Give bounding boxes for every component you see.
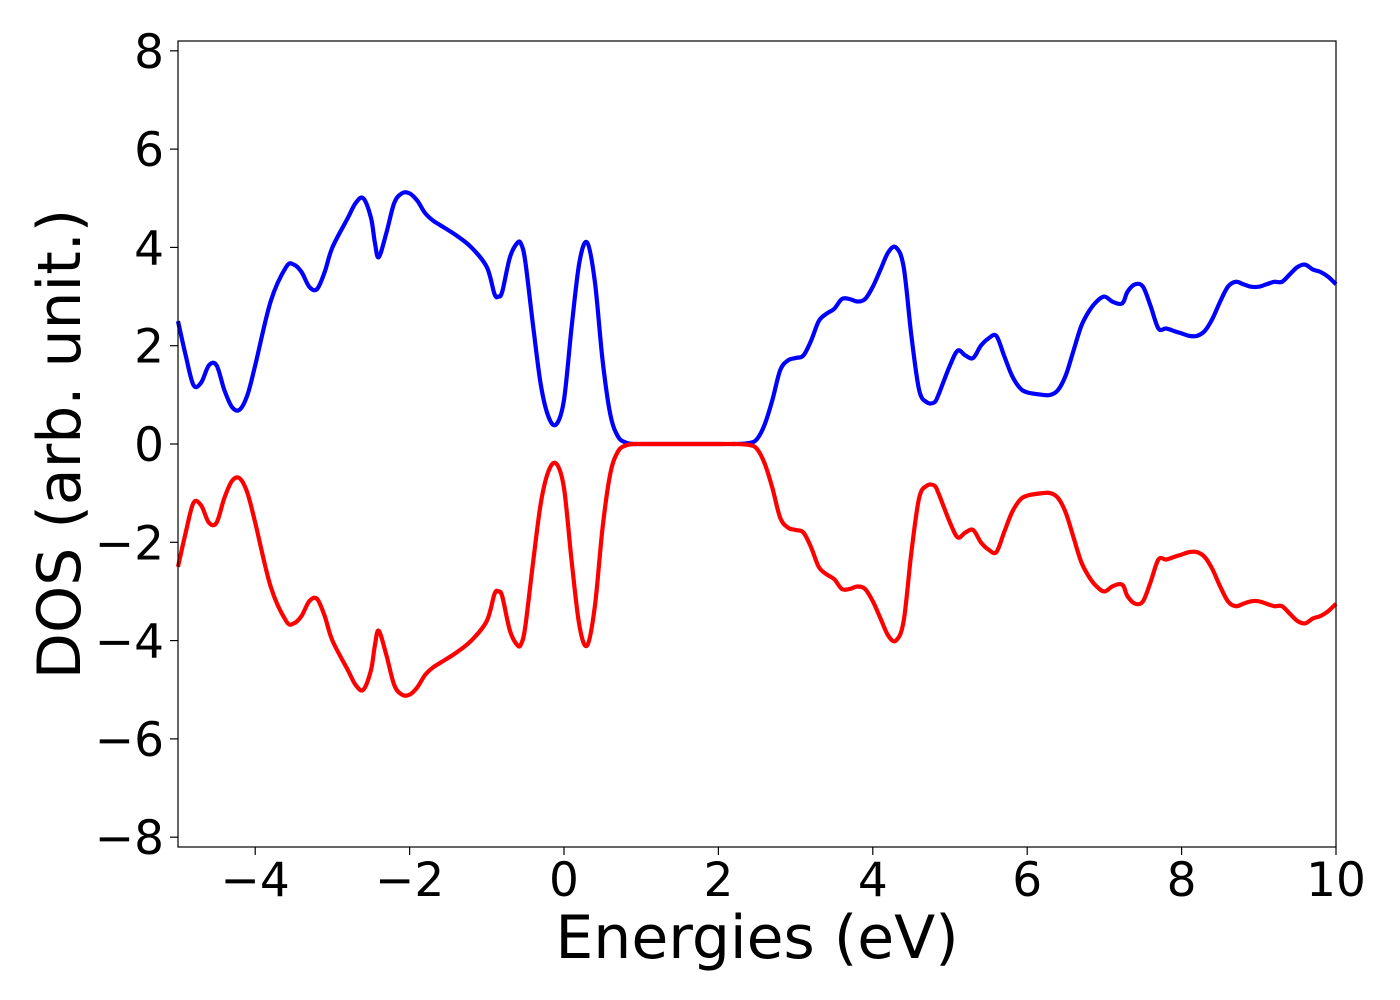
x-tick-label: 4 (858, 853, 888, 908)
x-axis-ticks: −4 −2 0 2 4 6 8 10 (221, 847, 1366, 908)
dos-line-blue (175, 190, 1338, 447)
x-axis-label: Energies (eV) (555, 903, 958, 973)
y-tick-label: −8 (95, 811, 164, 866)
y-tick-label: −4 (95, 615, 164, 670)
y-tick-label: 2 (134, 320, 164, 375)
y-axis-ticks: −8 −6 −4 −2 0 2 4 6 8 (95, 25, 178, 866)
y-tick-label: −6 (95, 713, 164, 768)
x-tick-label: 8 (1167, 853, 1197, 908)
y-tick-label: 4 (134, 221, 164, 276)
x-tick-label: −2 (375, 853, 444, 908)
y-axis-label: DOS (arb. unit.) (25, 209, 95, 679)
x-tick-label: 2 (703, 853, 733, 908)
series-layer (175, 190, 1338, 698)
y-tick-label: 8 (134, 25, 164, 80)
x-tick-label: 10 (1306, 853, 1366, 908)
dos-line-red (175, 441, 1338, 698)
x-tick-label: 0 (549, 853, 579, 908)
x-tick-label: 6 (1012, 853, 1042, 908)
y-tick-label: 0 (134, 418, 164, 473)
plot-frame (177, 40, 1337, 848)
y-tick-label: −2 (95, 516, 164, 571)
y-tick-label: 6 (134, 123, 164, 178)
x-tick-label: −4 (221, 853, 290, 908)
